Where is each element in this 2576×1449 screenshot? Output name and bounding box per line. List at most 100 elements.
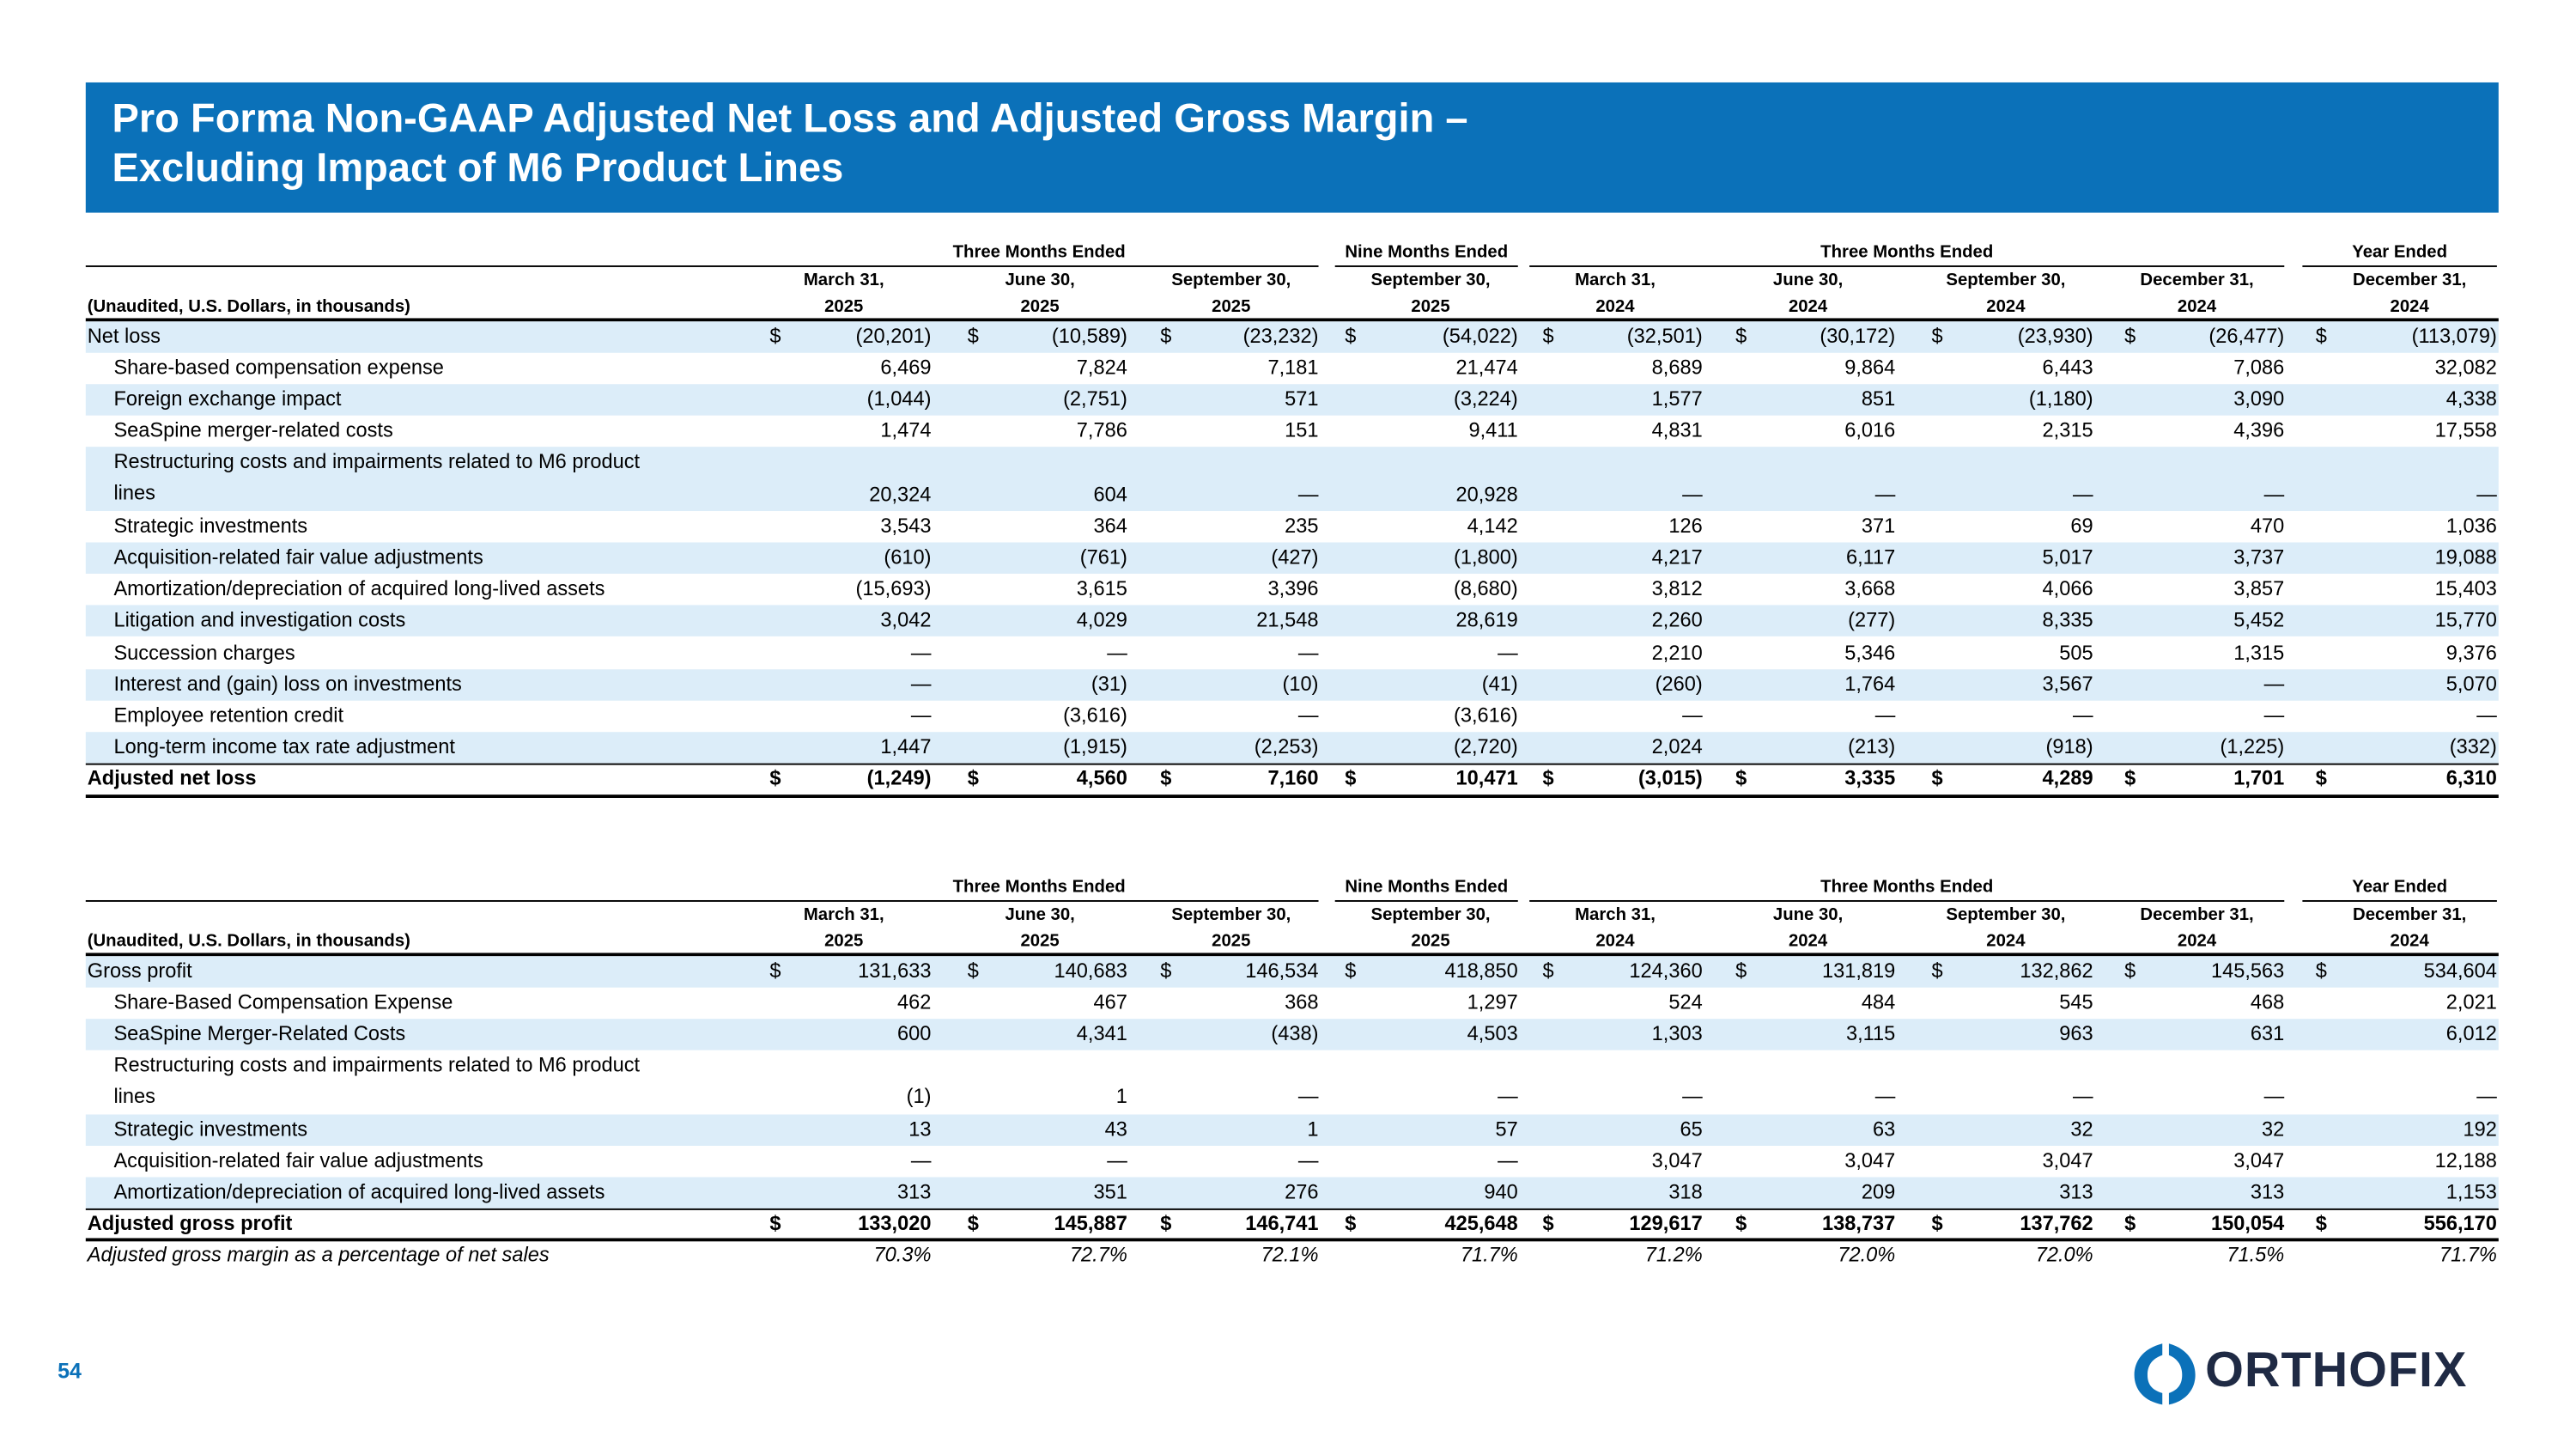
row-label: Interest and (gain) loss on investments	[113, 672, 462, 696]
column-header: 2024	[1595, 931, 1635, 952]
currency-symbol: $	[1931, 1211, 1943, 1235]
cell-value: 138,737	[1821, 1211, 1896, 1235]
currency-symbol: $	[2124, 1211, 2136, 1235]
cell-value: —	[2263, 672, 2285, 696]
total-rule-bottom	[85, 794, 2499, 798]
currency-symbol: $	[2315, 959, 2327, 983]
row-label: Acquisition-related fair value adjustmen…	[113, 545, 483, 569]
row-label: Adjusted gross profit	[87, 1211, 293, 1235]
cell-value: (1,249)	[866, 767, 932, 790]
cell-value: 124,360	[1629, 959, 1703, 983]
cell-value: (438)	[1271, 1021, 1319, 1045]
cell-value: 313	[897, 1180, 932, 1203]
currency-symbol: $	[1345, 1211, 1357, 1235]
cell-value: 2,315	[2042, 418, 2093, 442]
cell-value: 3,047	[1844, 1148, 1896, 1172]
cell-value: 1,764	[1844, 672, 1896, 696]
cell-value: 209	[1861, 1180, 1896, 1203]
cell-value: —	[1498, 1085, 1518, 1109]
cell-value: 3,543	[880, 514, 932, 538]
row-band	[85, 447, 2499, 511]
currency-symbol: $	[1735, 324, 1747, 348]
cell-value: (10,589)	[1051, 324, 1127, 348]
cell-value: 313	[2250, 1180, 2285, 1203]
cell-value: 3,812	[1651, 576, 1703, 600]
cell-value: (113,079)	[2411, 324, 2497, 348]
cell-value: 3,042	[880, 608, 932, 632]
column-header: June 30,	[1772, 270, 1844, 290]
group-rule	[1529, 265, 2285, 267]
cell-value: 5,346	[1844, 640, 1896, 664]
cell-value: 9,864	[1844, 355, 1896, 379]
cell-value: —	[2073, 1085, 2093, 1109]
currency-symbol: $	[1542, 1211, 1554, 1235]
cell-value: —	[1874, 1085, 1896, 1109]
cell-value: —	[1498, 640, 1518, 664]
currency-symbol: $	[1931, 324, 1943, 348]
currency-symbol: $	[1735, 1211, 1747, 1235]
cell-value: (23,930)	[2017, 324, 2093, 348]
cell-value: —	[2263, 482, 2285, 506]
column-header: 2025	[824, 931, 864, 952]
group-header: Year Ended	[2352, 242, 2448, 263]
group-rule	[2302, 265, 2497, 267]
cell-value: 631	[2250, 1021, 2285, 1045]
cell-value: 3,396	[1267, 576, 1319, 600]
column-header: 2024	[2177, 931, 2217, 952]
cell-value: —	[2073, 703, 2093, 728]
cell-value: —	[2476, 482, 2497, 506]
group-header: Three Months Ended	[1820, 242, 1994, 263]
cell-value: 146,534	[1245, 959, 1319, 983]
cell-value: (1,800)	[1453, 545, 1518, 569]
cell-value: 5,452	[2233, 608, 2285, 632]
cell-value: (918)	[2045, 735, 2093, 759]
cell-value: 129,617	[1629, 1211, 1703, 1235]
cell-value: 1,315	[2233, 640, 2285, 664]
cell-value: —	[910, 672, 932, 696]
cell-value: 604	[1093, 482, 1127, 506]
group-rule	[1334, 899, 1518, 902]
row-band	[85, 384, 2499, 416]
cell-value: 71.7%	[2439, 1243, 2497, 1267]
cell-value: (277)	[1848, 608, 1896, 632]
cell-value: 7,181	[1267, 355, 1319, 379]
cell-value: 72.1%	[1261, 1243, 1319, 1267]
cell-value: 462	[897, 989, 932, 1014]
cell-value: 571	[1285, 387, 1319, 411]
cell-value: —	[2476, 1085, 2497, 1109]
column-header: 2024	[2177, 296, 2217, 317]
cell-value: —	[1682, 703, 1703, 728]
row-label: Share-Based Compensation Expense	[113, 989, 453, 1014]
cell-value: —	[2073, 482, 2093, 506]
cell-value: 6,117	[1845, 545, 1896, 569]
cell-value: 57	[1495, 1117, 1518, 1141]
cell-value: 425,648	[1444, 1211, 1518, 1235]
cell-value: 1,474	[880, 418, 932, 442]
cell-value: (260)	[1655, 672, 1703, 696]
cell-value: (427)	[1271, 545, 1319, 569]
cell-value: —	[1297, 703, 1319, 728]
cell-value: 19,088	[2434, 545, 2497, 569]
cell-value: 4,560	[1076, 767, 1127, 790]
cell-value: 145,563	[2210, 959, 2285, 983]
cell-value: 4,217	[1651, 545, 1703, 569]
cell-value: 3,668	[1844, 576, 1896, 600]
row-label: Litigation and investigation costs	[113, 608, 406, 632]
column-header: 2024	[1986, 296, 2026, 317]
cell-value: 963	[2059, 1021, 2093, 1045]
cell-value: 235	[1285, 514, 1319, 538]
cell-value: 2,210	[1651, 640, 1703, 664]
cell-value: 2,260	[1651, 608, 1703, 632]
cell-value: 72.7%	[1069, 1243, 1127, 1267]
cell-value: 13	[908, 1117, 932, 1141]
total-rule-bottom	[85, 1239, 2499, 1242]
cell-value: (1,044)	[866, 387, 932, 411]
currency-symbol: $	[769, 324, 781, 348]
row-band	[85, 605, 2499, 637]
cell-value: 9,376	[2445, 640, 2497, 664]
cell-value: (1,225)	[2220, 735, 2285, 759]
cell-value: 21,474	[1455, 355, 1518, 379]
cell-value: 71.7%	[1460, 1243, 1518, 1267]
column-header: 2025	[1411, 931, 1450, 952]
cell-value: 1	[1115, 1085, 1127, 1109]
